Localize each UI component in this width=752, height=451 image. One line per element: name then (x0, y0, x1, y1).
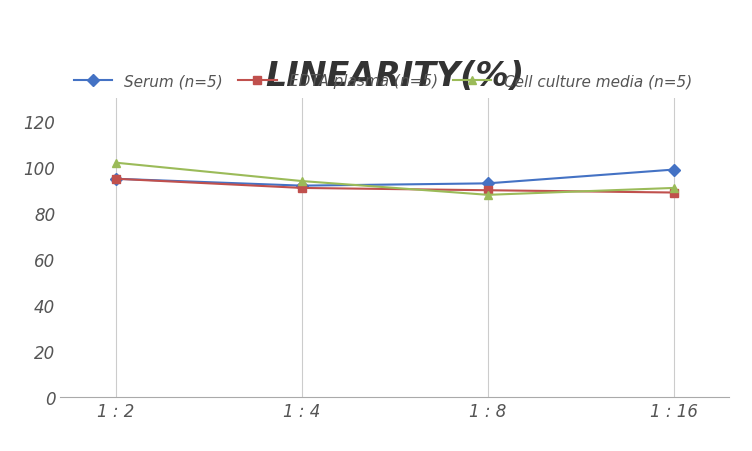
Cell culture media (n=5) (669, 186, 678, 191)
Serum (n=5) (297, 184, 306, 189)
Line: Serum (n=5): Serum (n=5) (112, 166, 678, 190)
EDTA plasma (n=5) (297, 186, 306, 191)
Serum (n=5) (111, 177, 120, 182)
Cell culture media (n=5) (484, 193, 493, 198)
Cell culture media (n=5) (111, 161, 120, 166)
EDTA plasma (n=5) (111, 177, 120, 182)
Serum (n=5) (669, 167, 678, 173)
Title: LINEARITY(%): LINEARITY(%) (265, 60, 524, 92)
Serum (n=5) (484, 181, 493, 187)
Line: EDTA plasma (n=5): EDTA plasma (n=5) (112, 175, 678, 197)
Line: Cell culture media (n=5): Cell culture media (n=5) (112, 159, 678, 199)
EDTA plasma (n=5) (669, 190, 678, 196)
EDTA plasma (n=5) (484, 188, 493, 193)
Legend: Serum (n=5), EDTA plasma (n=5), Cell culture media (n=5): Serum (n=5), EDTA plasma (n=5), Cell cul… (68, 68, 698, 95)
Cell culture media (n=5) (297, 179, 306, 184)
